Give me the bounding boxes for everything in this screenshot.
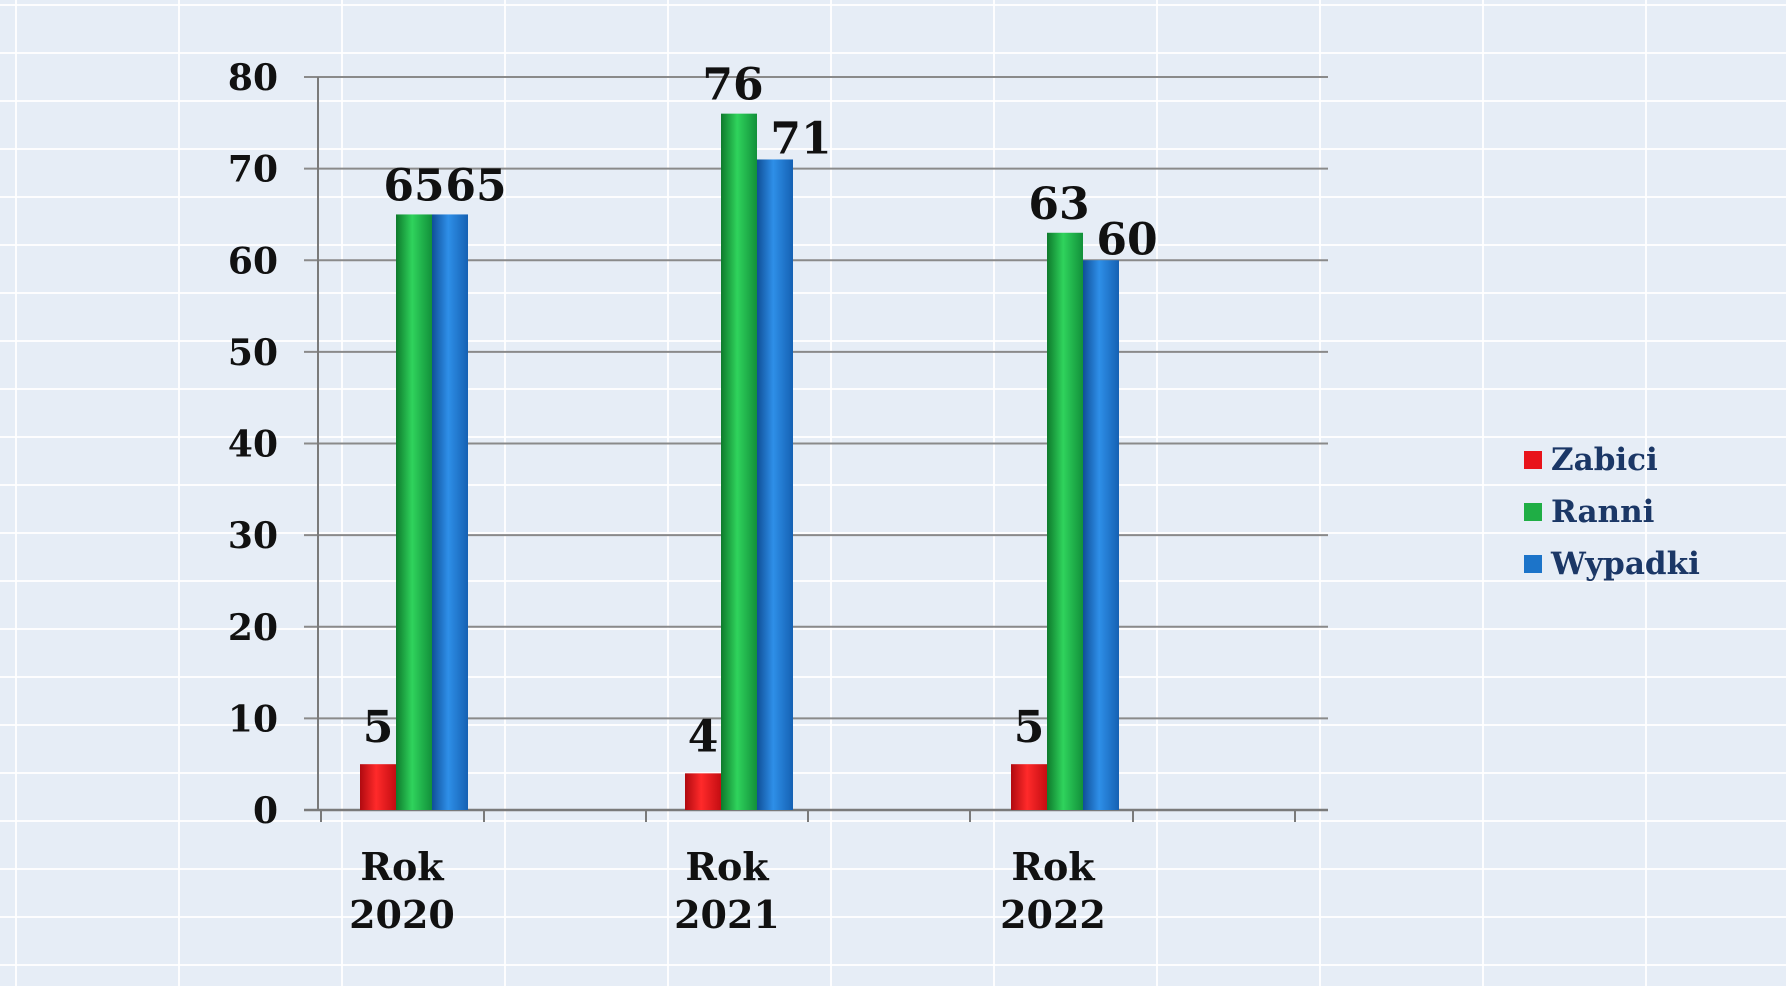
data-label: 5 [363,702,394,753]
x-tick-label: Rok 2022 [1000,844,1106,937]
y-tick-label: 30 [228,515,278,557]
x-tick-label: Rok 2021 [674,844,780,937]
legend-label: Wypadki [1550,546,1700,582]
bar-ranni [1047,232,1083,810]
y-tick-label: 20 [228,607,278,649]
legend: Zabici Ranni Wypadki [1524,442,1700,582]
gridlines [304,76,1328,811]
data-label: 4 [688,711,719,762]
bar-wypadki [432,214,468,810]
bar-ranni [396,214,432,810]
bars [360,113,1119,810]
data-labels: 5 4 5 65 76 63 65 71 60 [363,60,1158,763]
bar-zabici [685,773,721,810]
data-label: 5 [1014,702,1045,753]
y-tick-label: 0 [253,790,278,832]
data-label: 65 [383,160,444,211]
data-label: 63 [1028,179,1089,230]
legend-swatch-zabici [1524,451,1542,469]
legend-swatch-ranni [1524,503,1542,521]
bar-wypadki [757,159,793,810]
legend-label: Ranni [1551,494,1654,530]
bar-ranni [721,113,757,810]
y-tick-label: 50 [228,332,278,374]
legend-label: Zabici [1551,442,1658,478]
y-tick-label: 70 [228,149,278,191]
x-tick-label: Rok 2020 [349,844,455,937]
y-tick-label: 10 [228,698,278,740]
bar-zabici [360,764,396,810]
bar-wypadki [1083,260,1119,810]
y-tick-label: 80 [228,57,278,99]
axes: 0 10 20 30 40 50 60 70 80 Rok 2020 Rok 2021 Rok 2022 [228,57,1328,937]
data-label: 65 [445,160,506,211]
y-tick-label: 40 [228,424,278,466]
data-label: 76 [702,60,763,111]
legend-swatch-wypadki [1524,555,1542,573]
data-label: 71 [770,113,831,164]
data-label: 60 [1096,214,1157,265]
y-tick-label: 60 [228,240,278,282]
bar-zabici [1011,764,1047,810]
